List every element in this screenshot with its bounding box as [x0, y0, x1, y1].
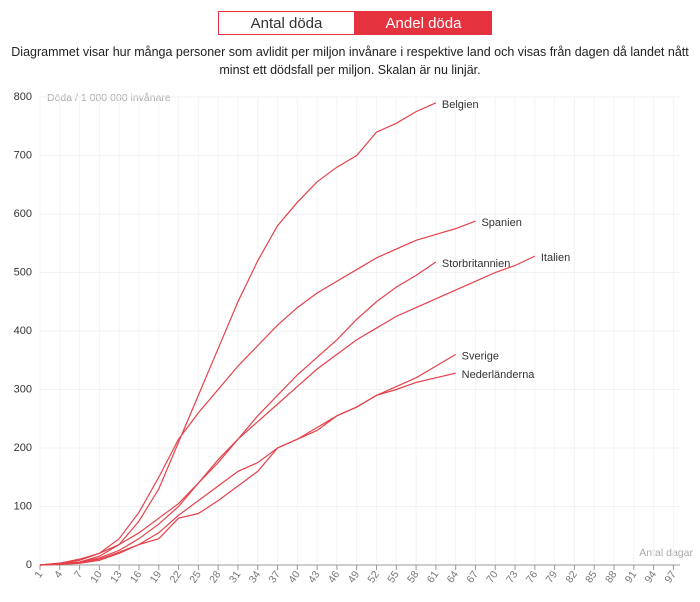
y-tick-label: 600 — [14, 208, 32, 220]
series-line — [39, 255, 536, 566]
tab-button[interactable]: Antal döda — [218, 11, 355, 35]
x-tick-label: 19 — [148, 569, 165, 586]
x-tick-label: 85 — [583, 569, 600, 586]
x-tick-label: 1 — [32, 569, 45, 581]
series-line — [39, 102, 437, 566]
subtitle-line: minst ett dödsfall per miljon. Skalan är… — [219, 63, 481, 77]
series-label: Sverige — [462, 350, 499, 362]
y-tick-label: 800 — [14, 91, 32, 103]
subtitle-line: Diagrammet visar hur många personer som … — [11, 45, 689, 59]
x-tick-label: 58 — [405, 569, 422, 586]
x-tick-label: 13 — [108, 569, 125, 586]
y-tick-label: 400 — [14, 325, 32, 337]
y-tick-label: 200 — [14, 442, 32, 454]
y-axis-label: Döda / 1 000 000 invånare — [47, 92, 171, 104]
x-tick-label: 7 — [72, 569, 85, 581]
x-tick-label: 37 — [266, 569, 283, 586]
series-label: Nederländerna — [462, 369, 536, 381]
x-tick-label: 34 — [247, 569, 264, 586]
y-tick-label: 500 — [14, 266, 32, 278]
x-tick-label: 67 — [464, 569, 481, 586]
x-tick-label: 25 — [187, 569, 204, 586]
tabs: Antal döda Andel döda — [218, 11, 492, 35]
series-label: Spanien — [481, 217, 521, 229]
x-tick-label: 76 — [524, 569, 541, 586]
subtitle: Diagrammet visar hur många personer som … — [0, 43, 700, 79]
x-tick-label: 55 — [385, 569, 402, 586]
series-line — [39, 353, 456, 566]
y-tick-label: 300 — [14, 383, 32, 395]
x-tick-label: 94 — [643, 569, 660, 586]
x-tick-label: 43 — [306, 569, 323, 586]
x-tick-label: 28 — [207, 569, 224, 586]
series-line — [39, 220, 476, 566]
x-tick-label: 73 — [504, 569, 521, 586]
x-tick-label: 22 — [167, 569, 184, 586]
series-label: Belgien — [442, 99, 479, 111]
x-tick-label: 64 — [445, 569, 462, 586]
x-tick-label: 4 — [52, 569, 65, 581]
x-axis-label: Antal dagar — [639, 547, 693, 559]
x-tick-label: 97 — [662, 569, 679, 586]
x-tick-label: 52 — [365, 569, 382, 586]
x-tick-label: 40 — [286, 569, 303, 586]
x-tick-label: 79 — [544, 569, 561, 586]
x-tick-label: 31 — [227, 569, 244, 586]
x-tick-label: 46 — [326, 569, 343, 586]
x-tick-label: 49 — [346, 569, 363, 586]
x-tick-label: 91 — [623, 569, 640, 586]
x-tick-label: 70 — [484, 569, 501, 586]
x-tick-label: 61 — [425, 569, 442, 586]
tab-button[interactable]: Andel döda — [355, 11, 492, 35]
series-line — [39, 372, 456, 566]
x-tick-label: 82 — [563, 569, 580, 586]
x-tick-label: 16 — [128, 569, 145, 586]
series-label: Storbritannien — [442, 258, 511, 270]
series-label: Italien — [541, 252, 570, 264]
x-tick-label: 88 — [603, 569, 620, 586]
y-tick-label: 100 — [14, 500, 32, 512]
y-tick-label: 700 — [14, 149, 32, 161]
y-tick-label: 0 — [26, 559, 32, 571]
x-tick-label: 10 — [88, 569, 105, 586]
